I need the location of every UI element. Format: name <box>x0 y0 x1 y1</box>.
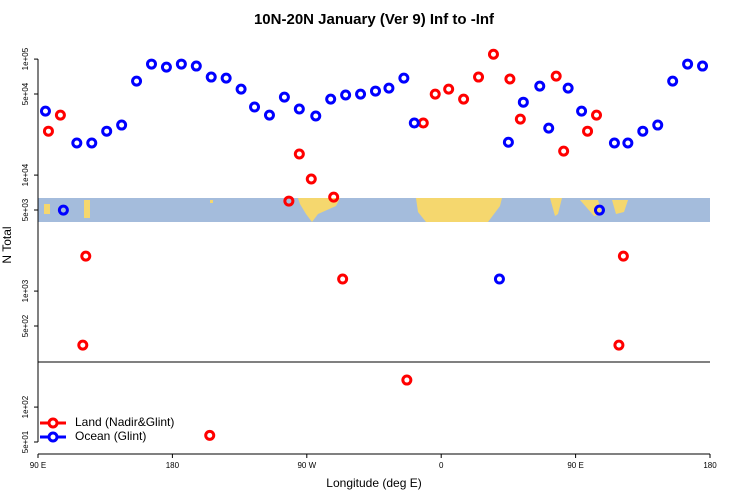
point <box>398 72 410 84</box>
point <box>652 119 664 131</box>
point <box>667 75 679 87</box>
y-tick-label: 5e+03 <box>21 198 30 221</box>
point <box>249 101 261 113</box>
point <box>263 109 275 121</box>
y-tick-label: 5e+04 <box>21 82 30 105</box>
x-tick-label: 0 <box>439 461 444 470</box>
point <box>401 374 413 386</box>
point <box>637 125 649 137</box>
point <box>80 250 92 262</box>
point <box>550 70 562 82</box>
point <box>205 71 217 83</box>
point <box>190 60 202 72</box>
point <box>278 91 290 103</box>
x-tick-label: 180 <box>166 461 180 470</box>
point <box>340 89 352 101</box>
point <box>293 148 305 160</box>
point <box>145 58 157 70</box>
point <box>328 191 340 203</box>
x-tick-label: 90 W <box>297 461 316 470</box>
legend-label: Ocean (Glint) <box>75 429 146 443</box>
y-tick-label: 1e+03 <box>21 279 30 302</box>
point <box>562 82 574 94</box>
point <box>283 195 295 207</box>
legend-marker <box>47 417 59 429</box>
point <box>204 429 216 441</box>
x-tick-label: 90 E <box>567 461 583 470</box>
point <box>131 75 143 87</box>
point <box>325 93 337 105</box>
point <box>310 110 322 122</box>
point <box>57 204 69 216</box>
point <box>54 109 66 121</box>
point <box>175 58 187 70</box>
point <box>235 83 247 95</box>
point <box>71 137 83 149</box>
x-axis-label: Longitude (deg E) <box>326 476 421 490</box>
y-tick-label: 1e+02 <box>21 395 30 418</box>
point <box>337 273 349 285</box>
point <box>383 82 395 94</box>
legend-label: Land (Nadir&Glint) <box>75 415 174 429</box>
point <box>543 122 555 134</box>
point <box>493 273 505 285</box>
legend-marker <box>47 431 59 443</box>
point <box>101 125 113 137</box>
point <box>534 80 546 92</box>
point <box>417 117 429 129</box>
x-tick-label: 90 E <box>30 461 46 470</box>
point <box>160 61 172 73</box>
point <box>517 96 529 108</box>
chart-title: 10N-20N January (Ver 9) Inf to -Inf <box>254 11 495 28</box>
y-tick-label: 5e+02 <box>21 314 30 337</box>
point <box>39 105 51 117</box>
point <box>622 137 634 149</box>
point <box>369 85 381 97</box>
point <box>558 145 570 157</box>
point <box>42 125 54 137</box>
point <box>682 58 694 70</box>
point <box>613 339 625 351</box>
point <box>514 113 526 125</box>
point <box>582 125 594 137</box>
point <box>116 119 128 131</box>
point <box>458 93 470 105</box>
point <box>220 72 232 84</box>
point <box>86 137 98 149</box>
point <box>617 250 629 262</box>
point <box>429 88 441 100</box>
point <box>697 60 709 72</box>
point <box>473 71 485 83</box>
y-axis-label: N Total <box>0 226 14 263</box>
y-tick-label: 1e+04 <box>21 163 30 186</box>
point <box>408 117 420 129</box>
x-tick-label: 180 <box>703 461 717 470</box>
point <box>355 88 367 100</box>
point <box>502 136 514 148</box>
point <box>487 48 499 60</box>
point <box>576 105 588 117</box>
y-tick-label: 1e+05 <box>21 47 30 70</box>
y-tick-label: 5e+01 <box>21 430 30 453</box>
point <box>504 73 516 85</box>
point <box>593 204 605 216</box>
point <box>305 173 317 185</box>
point <box>591 109 603 121</box>
point <box>443 83 455 95</box>
point <box>608 137 620 149</box>
point <box>293 103 305 115</box>
point <box>77 339 89 351</box>
map-strip <box>38 198 710 222</box>
